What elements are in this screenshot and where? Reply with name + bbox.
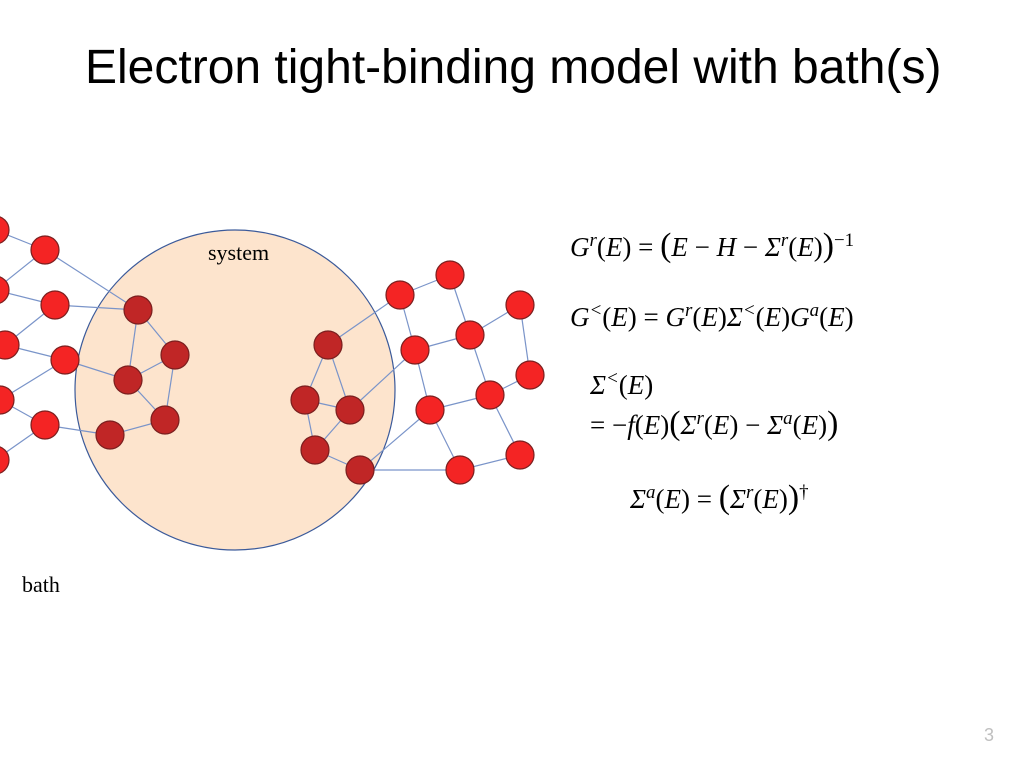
page-number: 3 <box>984 725 994 746</box>
eq-lesser-selfenergy: Σ<(E) = −f(E)(Σr(E) − Σa(E)) <box>570 367 1010 445</box>
eq-lesser-green: G<(E) = Gr(E)Σ<(E)Ga(E) <box>570 299 1010 335</box>
label-bath: bath <box>22 572 60 598</box>
label-system: system <box>208 240 269 266</box>
system-bath-diagram <box>0 200 560 600</box>
eq-retarded-green: Gr(E) = (E − H − Σr(E))−1 <box>570 225 1010 267</box>
eq-advanced-selfenergy: Σa(E) = (Σr(E))† <box>570 477 1010 519</box>
equations-block: Gr(E) = (E − H − Σr(E))−1 G<(E) = Gr(E)Σ… <box>570 225 1010 551</box>
slide-title: Electron tight-binding model with bath(s… <box>85 40 941 95</box>
